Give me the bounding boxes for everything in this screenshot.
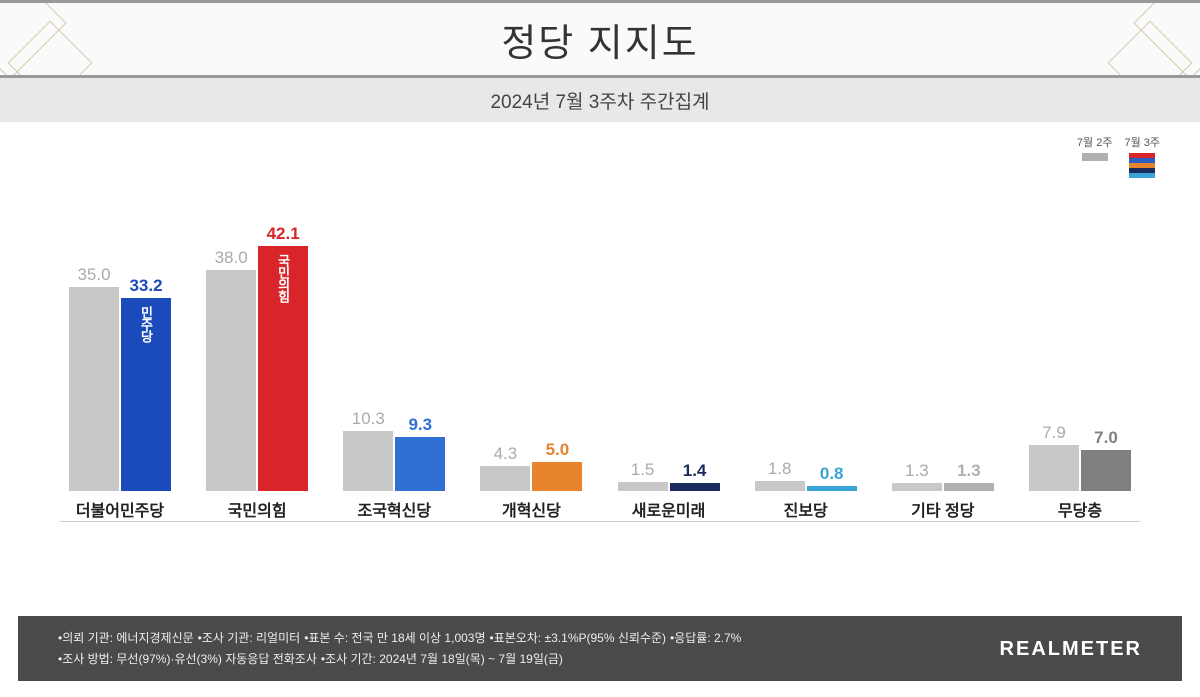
bar-value-curr: 33.2 <box>129 276 162 296</box>
bar-value-curr: 42.1 <box>267 224 300 244</box>
category-label: 새로운미래 <box>632 497 706 521</box>
bar-curr: 0.8 <box>807 486 857 491</box>
bar-group: 1.80.8진보당 <box>746 191 866 521</box>
bar-curr: 42.1국민의힘 <box>258 246 308 491</box>
bar-pair: 1.31.3 <box>892 191 994 491</box>
bar-value-curr: 0.8 <box>820 464 844 484</box>
footer-item: •조사 방법: 무선(97%)·유선(3%) 자동응답 전화조사 <box>58 649 317 669</box>
bar-pair: 38.042.1국민의힘 <box>206 191 308 491</box>
bar-pair: 7.97.0 <box>1029 191 1131 491</box>
footer-band: •의뢰 기관: 에너지경제신문•조사 기관: 리얼미터•표본 수: 전국 만 1… <box>18 616 1182 681</box>
brand-logo: REALMETER <box>1000 632 1142 666</box>
category-label: 진보당 <box>784 497 828 521</box>
bar-pair: 10.39.3 <box>343 191 445 491</box>
title-band: 정당 지지도 <box>0 0 1200 78</box>
footer-line-2: •조사 방법: 무선(97%)·유선(3%) 자동응답 전화조사•조사 기간: … <box>58 649 741 669</box>
subtitle-text: 2024년 7월 3주차 주간집계 <box>490 87 709 114</box>
footer-item: •의뢰 기관: 에너지경제신문 <box>58 628 194 648</box>
bar-curr: 5.0 <box>532 462 582 491</box>
category-label: 개혁신당 <box>502 497 561 521</box>
bar-value-curr: 1.4 <box>683 461 707 481</box>
bar-value-prev: 1.3 <box>905 461 929 481</box>
legend-prev-label: 7월 2주 <box>1077 134 1113 150</box>
bar-curr: 1.4 <box>670 483 720 491</box>
bar-value-curr: 5.0 <box>546 440 570 460</box>
legend-curr-label: 7월 3주 <box>1124 134 1160 150</box>
legend-prev-swatch <box>1082 153 1108 161</box>
bar-value-prev: 1.8 <box>768 459 792 479</box>
legend-prev: 7월 2주 <box>1077 134 1113 178</box>
footer-line-1: •의뢰 기관: 에너지경제신문•조사 기관: 리얼미터•표본 수: 전국 만 1… <box>58 628 741 648</box>
subtitle-band: 2024년 7월 3주차 주간집계 <box>0 78 1200 122</box>
category-label: 무당층 <box>1058 497 1102 521</box>
category-label: 더불어민주당 <box>76 497 164 521</box>
bar-value-prev: 4.3 <box>494 444 518 464</box>
bar-curr: 1.3 <box>944 483 994 491</box>
chart-area: 7월 2주 7월 3주 35.033.2민주당더불어민주당38.042.1국민의… <box>0 122 1200 608</box>
bar-value-curr: 9.3 <box>408 415 432 435</box>
bar-logo: 민주당 <box>137 306 156 342</box>
bar-value-curr: 7.0 <box>1094 428 1118 448</box>
bar-value-curr: 1.3 <box>957 461 981 481</box>
bar-prev: 1.8 <box>755 481 805 491</box>
bar-logo: 국민의힘 <box>274 254 293 302</box>
bar-curr: 7.0 <box>1081 450 1131 491</box>
bar-prev: 7.9 <box>1029 445 1079 491</box>
bar-pair: 35.033.2민주당 <box>69 191 171 491</box>
legend-curr: 7월 3주 <box>1124 134 1160 178</box>
category-label: 국민의힘 <box>228 497 287 521</box>
bar-prev: 1.5 <box>618 482 668 491</box>
bar-prev: 38.0 <box>206 270 256 491</box>
poll-chart-card: 정당 지지도 2024년 7월 3주차 주간집계 7월 2주 7월 3주 35.… <box>0 0 1200 697</box>
footer-item: •조사 기관: 리얼미터 <box>198 628 301 648</box>
bar-group: 38.042.1국민의힘국민의힘 <box>197 191 317 521</box>
chart-legend: 7월 2주 7월 3주 <box>1077 134 1160 178</box>
bar-curr: 9.3 <box>395 437 445 491</box>
footer-item: •표본 수: 전국 만 18세 이상 1,003명 <box>304 628 485 648</box>
footer-info: •의뢰 기관: 에너지경제신문•조사 기관: 리얼미터•표본 수: 전국 만 1… <box>58 628 741 669</box>
bar-group: 4.35.0개혁신당 <box>471 191 591 521</box>
bar-group: 1.51.4새로운미래 <box>609 191 729 521</box>
bar-value-prev: 1.5 <box>631 460 655 480</box>
bar-prev: 1.3 <box>892 483 942 491</box>
category-label: 조국혁신당 <box>357 497 431 521</box>
bar-pair: 1.80.8 <box>755 191 857 491</box>
bar-prev: 10.3 <box>343 431 393 491</box>
bar-value-prev: 35.0 <box>77 265 110 285</box>
footer-item: •표본오차: ±3.1%P(95% 신뢰수준) <box>490 628 666 648</box>
bar-group: 10.39.3조국혁신당 <box>334 191 454 521</box>
page-title: 정당 지지도 <box>501 12 698 67</box>
bar-pair: 4.35.0 <box>480 191 582 491</box>
bar-value-prev: 38.0 <box>215 248 248 268</box>
category-label: 기타 정당 <box>911 497 974 521</box>
bar-value-prev: 7.9 <box>1042 423 1066 443</box>
footer-item: •응답률: 2.7% <box>670 628 741 648</box>
bar-group: 1.31.3기타 정당 <box>883 191 1003 521</box>
bar-group: 35.033.2민주당더불어민주당 <box>60 191 180 521</box>
bar-curr: 33.2민주당 <box>121 298 171 491</box>
footer-item: •조사 기간: 2024년 7월 18일(목) ~ 7월 19일(금) <box>321 649 563 669</box>
bar-group: 7.97.0무당층 <box>1020 191 1140 521</box>
bar-value-prev: 10.3 <box>352 409 385 429</box>
bar-pair: 1.51.4 <box>618 191 720 491</box>
bars-row: 35.033.2민주당더불어민주당38.042.1국민의힘국민의힘10.39.3… <box>60 182 1140 522</box>
bar-prev: 4.3 <box>480 466 530 491</box>
legend-curr-swatch <box>1129 153 1155 178</box>
bar-prev: 35.0 <box>69 287 119 491</box>
